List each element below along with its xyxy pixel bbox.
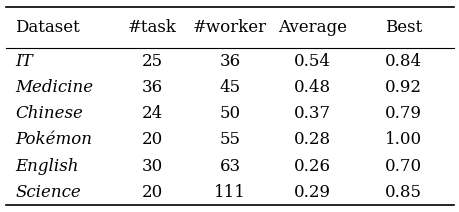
Text: 0.37: 0.37 (293, 105, 330, 122)
Text: Pokémon: Pokémon (15, 131, 92, 148)
Text: 45: 45 (219, 79, 240, 96)
Text: 0.48: 0.48 (293, 79, 330, 96)
Text: 24: 24 (141, 105, 162, 122)
Text: 111: 111 (213, 184, 246, 201)
Text: Science: Science (15, 184, 81, 201)
Text: 50: 50 (219, 105, 240, 122)
Text: #task: #task (128, 19, 176, 36)
Text: 63: 63 (219, 158, 240, 175)
Text: 0.84: 0.84 (384, 53, 421, 70)
Text: 1.00: 1.00 (384, 131, 421, 148)
Text: 0.92: 0.92 (384, 79, 421, 96)
Text: Medicine: Medicine (15, 79, 93, 96)
Text: 20: 20 (141, 131, 162, 148)
Text: 30: 30 (141, 158, 162, 175)
Text: Best: Best (384, 19, 421, 36)
Text: IT: IT (15, 53, 33, 70)
Text: 0.70: 0.70 (384, 158, 421, 175)
Text: 55: 55 (219, 131, 240, 148)
Text: Average: Average (277, 19, 346, 36)
Text: Chinese: Chinese (15, 105, 83, 122)
Text: 20: 20 (141, 184, 162, 201)
Text: 0.85: 0.85 (384, 184, 421, 201)
Text: 0.28: 0.28 (293, 131, 330, 148)
Text: 36: 36 (219, 53, 240, 70)
Text: 0.26: 0.26 (293, 158, 330, 175)
Text: 0.54: 0.54 (293, 53, 330, 70)
Text: 0.29: 0.29 (293, 184, 330, 201)
Text: 36: 36 (141, 79, 162, 96)
Text: 25: 25 (141, 53, 162, 70)
Text: English: English (15, 158, 78, 175)
Text: 0.79: 0.79 (384, 105, 421, 122)
Text: #worker: #worker (192, 19, 267, 36)
Text: Dataset: Dataset (15, 19, 80, 36)
